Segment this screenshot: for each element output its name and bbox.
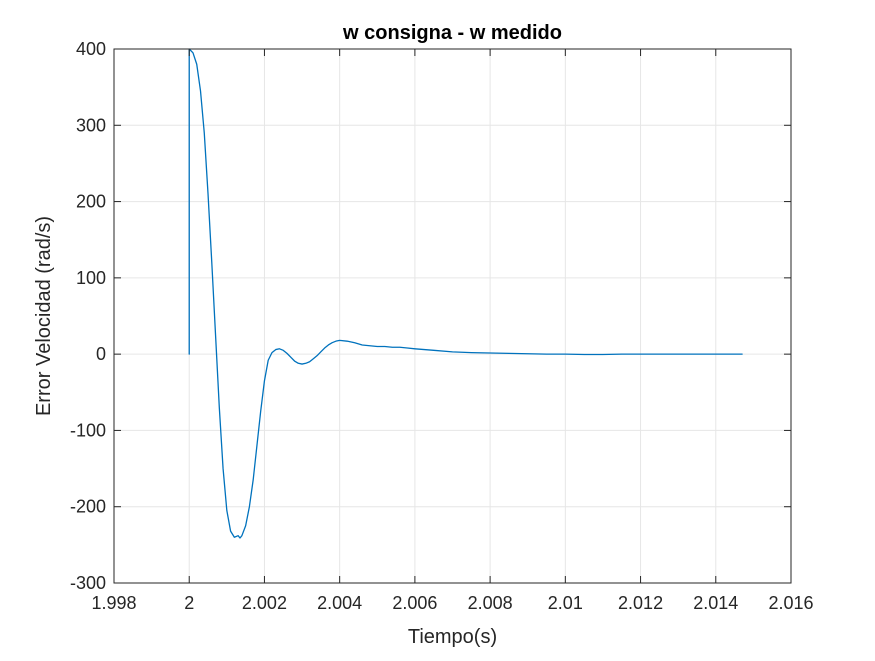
x-axis-label: Tiempo(s) bbox=[408, 626, 497, 648]
x-tick-label: 2.01 bbox=[548, 593, 583, 613]
y-tick-labels: -300 -200 -100 0 100 200 300 400 bbox=[70, 39, 106, 593]
series-line-0 bbox=[188, 48, 743, 539]
axes-box bbox=[113, 48, 792, 584]
x-tick-label: 2.002 bbox=[242, 593, 287, 613]
y-tick-label: -300 bbox=[70, 573, 106, 593]
x-tick-label: 2.006 bbox=[392, 593, 437, 613]
y-tick-label: -100 bbox=[70, 420, 106, 440]
y-tick-label: 200 bbox=[76, 192, 106, 212]
y-axis-label: Error Velocidad (rad/s) bbox=[33, 216, 55, 416]
series-group bbox=[188, 48, 743, 539]
y-tick-label: -200 bbox=[70, 497, 106, 517]
x-tick-label: 2.004 bbox=[317, 593, 362, 613]
x-tick-labels: 1.998 2 2.002 2.004 2.006 2.008 2.01 2.012 2.014… bbox=[91, 593, 813, 613]
plot-area bbox=[114, 49, 791, 583]
x-tick-label: 2.008 bbox=[468, 593, 513, 613]
y-tick-label: 0 bbox=[96, 344, 106, 364]
y-tick-label: 100 bbox=[76, 268, 106, 288]
y-tick-label: 300 bbox=[76, 115, 106, 135]
x-tick-label: 2 bbox=[184, 593, 194, 613]
tick-marks bbox=[113, 48, 792, 584]
x-tick-label: 2.012 bbox=[618, 593, 663, 613]
y-tick-label: 400 bbox=[76, 39, 106, 59]
x-tick-label: 1.998 bbox=[91, 593, 136, 613]
x-tick-label: 2.016 bbox=[768, 593, 813, 613]
chart-title: w consigna - w medido bbox=[342, 22, 562, 44]
x-tick-label: 2.014 bbox=[693, 593, 738, 613]
